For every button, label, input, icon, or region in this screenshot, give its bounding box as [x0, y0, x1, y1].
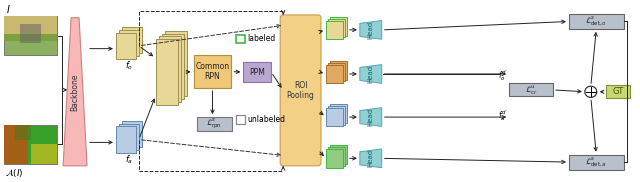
Text: Backbone: Backbone: [70, 73, 79, 110]
FancyBboxPatch shape: [280, 15, 321, 166]
Text: $f_o$: $f_o$: [125, 59, 133, 72]
Text: ROI
Pooling: ROI Pooling: [287, 81, 314, 100]
Text: $f_a$: $f_a$: [125, 153, 133, 166]
Polygon shape: [360, 21, 381, 39]
Text: PPM: PPM: [250, 68, 265, 77]
Bar: [193, 55, 232, 88]
Bar: [569, 155, 623, 170]
Bar: [156, 39, 178, 105]
Bar: [326, 108, 343, 126]
Bar: [236, 115, 245, 124]
Bar: [4, 33, 57, 41]
Bar: [162, 34, 184, 99]
Text: Head: Head: [368, 65, 374, 83]
Bar: [119, 124, 139, 150]
Polygon shape: [360, 108, 381, 126]
Bar: [328, 19, 345, 37]
Text: $\mathcal{A}(I)$: $\mathcal{A}(I)$: [5, 167, 24, 179]
Bar: [159, 36, 180, 102]
Bar: [122, 121, 142, 147]
Bar: [116, 126, 136, 153]
Text: GT: GT: [612, 87, 623, 96]
Text: $f_o^d$: $f_o^d$: [499, 68, 507, 83]
Text: Common
RPN: Common RPN: [195, 62, 230, 81]
Bar: [326, 21, 343, 39]
Bar: [243, 62, 271, 82]
Bar: [119, 30, 139, 56]
Bar: [330, 145, 347, 164]
Bar: [31, 144, 57, 164]
Text: $I$: $I$: [6, 3, 11, 15]
Text: Head: Head: [368, 21, 374, 39]
Bar: [4, 16, 57, 55]
Text: Head: Head: [368, 108, 374, 126]
Polygon shape: [360, 149, 381, 168]
Polygon shape: [63, 18, 87, 166]
Bar: [20, 24, 42, 43]
Bar: [164, 31, 187, 96]
Bar: [116, 33, 136, 59]
Bar: [4, 125, 28, 164]
Bar: [326, 149, 343, 168]
Text: $\mathcal{L}_{\mathrm{det},a}^s$: $\mathcal{L}_{\mathrm{det},a}^s$: [586, 155, 607, 169]
Bar: [328, 63, 345, 82]
Text: labeled: labeled: [247, 34, 276, 43]
Text: Head: Head: [368, 149, 374, 167]
Text: $\mathcal{L}_{\mathrm{rpn}}^s$: $\mathcal{L}_{\mathrm{rpn}}^s$: [207, 117, 223, 131]
Bar: [326, 65, 343, 83]
Bar: [236, 35, 245, 43]
Bar: [330, 61, 347, 80]
Bar: [196, 117, 232, 131]
Bar: [15, 125, 31, 140]
Bar: [605, 85, 630, 98]
Bar: [569, 14, 623, 29]
Bar: [330, 17, 347, 35]
Bar: [328, 147, 345, 166]
Text: $\mathcal{L}_{\mathrm{det},o}^s$: $\mathcal{L}_{\mathrm{det},o}^s$: [586, 15, 607, 28]
Polygon shape: [360, 65, 381, 83]
Bar: [330, 104, 347, 123]
Bar: [509, 83, 553, 96]
Text: $\mathcal{L}_{\mathrm{cr}}^u$: $\mathcal{L}_{\mathrm{cr}}^u$: [525, 83, 538, 97]
Bar: [122, 27, 142, 53]
Text: unlabeled: unlabeled: [247, 115, 285, 124]
Bar: [4, 16, 57, 37]
Bar: [328, 106, 345, 125]
Text: $f_a^d$: $f_a^d$: [499, 108, 507, 123]
Bar: [4, 125, 57, 164]
